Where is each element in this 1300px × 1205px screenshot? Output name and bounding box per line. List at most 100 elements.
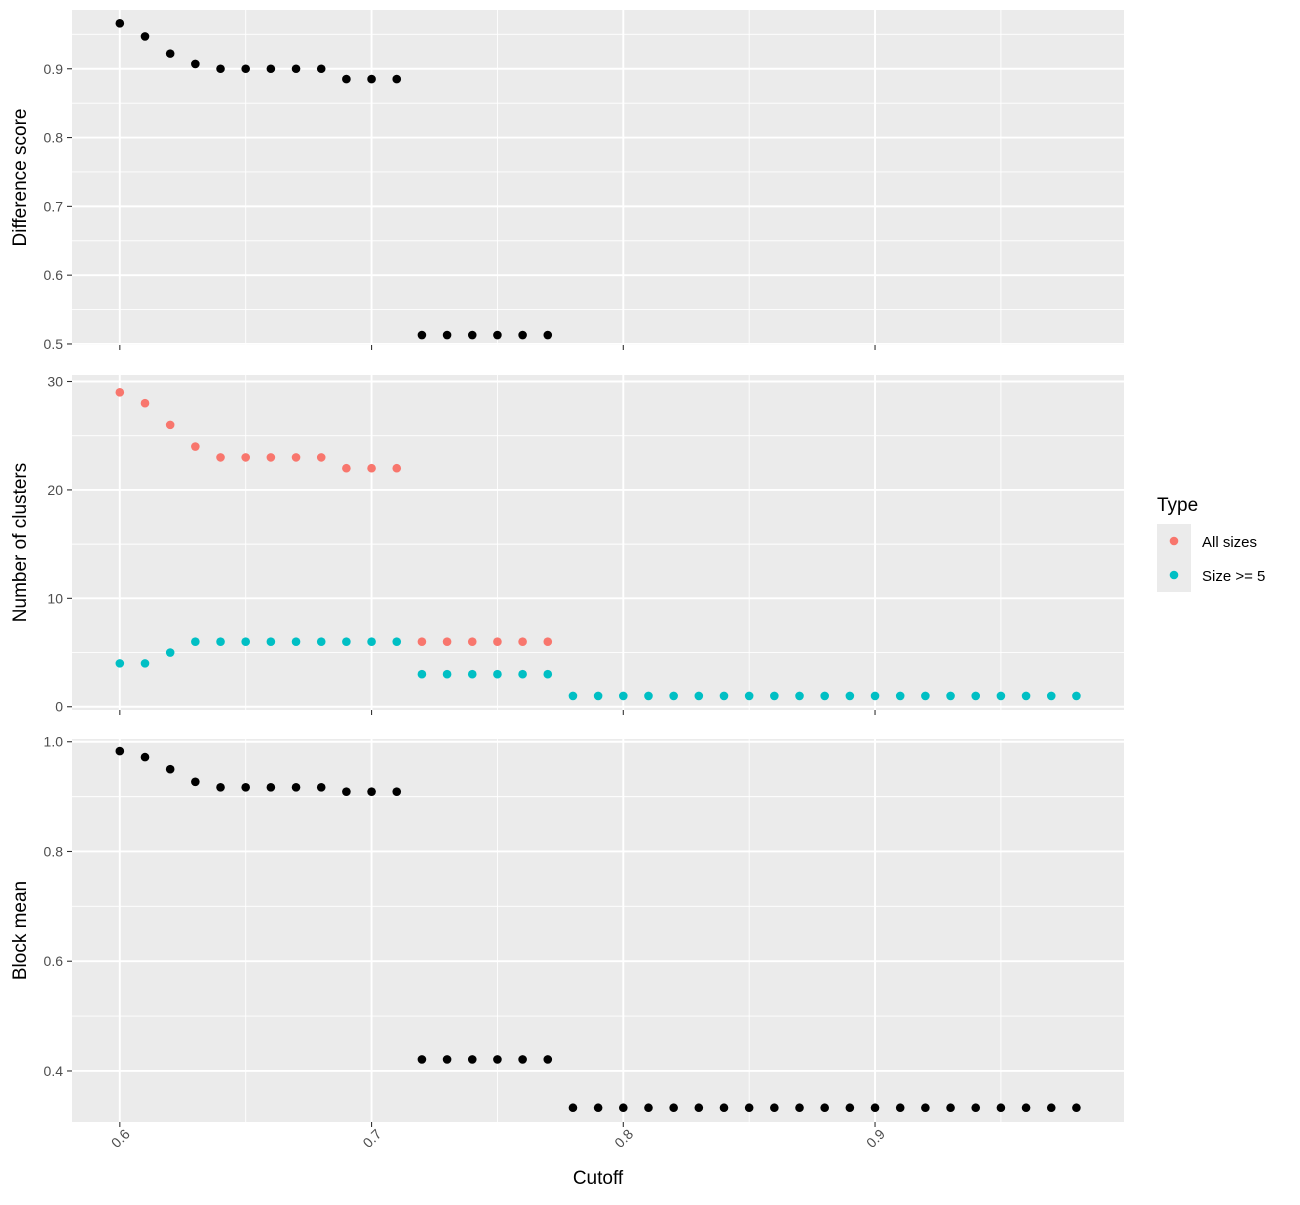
y-axis-title: Difference score: [10, 109, 31, 247]
data-point: [618, 691, 628, 701]
data-point: [770, 1103, 779, 1113]
x-tick-label: 0.8: [611, 1126, 636, 1151]
data-point: [1046, 691, 1056, 701]
data-point: [342, 74, 351, 84]
panel-background: [72, 375, 1124, 710]
data-point: [568, 691, 578, 701]
data-point: [795, 1103, 804, 1113]
data-point: [417, 330, 427, 340]
data-point: [946, 1103, 955, 1113]
data-point: [744, 1103, 754, 1113]
data-point: [493, 1055, 502, 1064]
data-point: [442, 330, 452, 340]
data-point: [417, 669, 427, 679]
legend: Type All sizes Size >= 5: [1157, 495, 1265, 592]
data-point: [392, 787, 402, 796]
y-tick-label: 0.6: [44, 953, 64, 969]
data-point: [140, 752, 150, 762]
data-point: [895, 691, 905, 701]
panel-block-mean: 0.4 0.6 0.8 1.0 0.6 0.7 0.8 0.9 Block mean: [10, 734, 1124, 1151]
data-point: [971, 691, 981, 701]
data-point: [216, 637, 225, 646]
data-point: [895, 1103, 905, 1113]
data-point: [216, 453, 225, 462]
data-point: [1021, 1103, 1031, 1113]
data-point: [367, 74, 376, 84]
y-tick-label: 10: [47, 590, 63, 606]
data-point: [467, 637, 477, 646]
data-point: [518, 637, 527, 646]
data-point: [694, 691, 704, 701]
data-point: [392, 463, 402, 473]
x-tick-label: 0.9: [863, 1126, 888, 1151]
data-point: [870, 1103, 880, 1113]
legend-title: Type: [1157, 495, 1198, 516]
data-point: [367, 463, 376, 473]
data-point: [820, 691, 829, 701]
x-axis-title: Cutoff: [573, 1168, 624, 1189]
data-point: [165, 764, 175, 774]
data-point: [216, 782, 225, 792]
data-point: [140, 398, 150, 408]
y-tick-label: 0.7: [44, 198, 64, 214]
data-point: [241, 782, 250, 792]
legend-label-size-ge-5: Size >= 5: [1202, 568, 1265, 585]
panel-difference-score: 0.5 0.6 0.7 0.8 0.9 Difference score: [10, 10, 1124, 352]
y-tick-label: 0.6: [44, 267, 64, 283]
data-point: [165, 49, 175, 58]
data-point: [921, 1103, 930, 1113]
series-block-mean: [115, 746, 1081, 1113]
y-axis-title: Number of clusters: [10, 463, 31, 622]
y-tick-label: 20: [47, 482, 63, 498]
data-point: [417, 637, 427, 646]
y-tick-label: 30: [47, 374, 63, 390]
x-tick-label: 0.7: [359, 1126, 384, 1151]
y-tick-label: 0: [55, 699, 63, 715]
data-point: [165, 648, 175, 657]
data-point: [291, 782, 301, 792]
data-point: [1021, 691, 1031, 701]
legend-dot-size-ge-5: [1169, 570, 1179, 580]
x-tick-label: 0.6: [108, 1126, 133, 1151]
data-point: [770, 691, 779, 701]
series-difference-score: [115, 19, 553, 340]
data-point: [669, 1103, 678, 1113]
panel-number-of-clusters: 0 10 20 30 Number of clusters: [10, 374, 1124, 715]
data-point: [115, 388, 125, 397]
panel-background: [72, 10, 1124, 345]
data-point: [165, 420, 175, 430]
data-point: [392, 637, 402, 646]
data-point: [342, 463, 351, 473]
data-point: [820, 1103, 829, 1113]
series-all-sizes: [115, 388, 553, 646]
data-point: [518, 669, 527, 679]
data-point: [442, 1055, 452, 1064]
data-point: [140, 659, 150, 668]
data-point: [467, 1055, 477, 1064]
data-point: [946, 691, 955, 701]
data-point: [518, 330, 527, 340]
data-point: [845, 691, 855, 701]
data-point: [291, 453, 301, 462]
data-point: [543, 669, 553, 679]
data-point: [316, 782, 326, 792]
data-point: [996, 691, 1006, 701]
data-point: [216, 64, 225, 74]
data-point: [1072, 691, 1081, 701]
data-point: [744, 691, 754, 701]
y-tick-label: 0.5: [44, 336, 64, 352]
data-point: [719, 691, 729, 701]
y-tick-label: 0.8: [44, 130, 64, 146]
data-point: [191, 442, 200, 451]
data-point: [543, 1055, 553, 1064]
data-point: [417, 1055, 427, 1064]
data-point: [845, 1103, 855, 1113]
data-point: [291, 64, 301, 74]
data-point: [367, 637, 376, 646]
data-point: [241, 64, 250, 74]
data-point: [291, 637, 301, 646]
data-point: [669, 691, 678, 701]
data-point: [140, 32, 150, 41]
data-point: [342, 637, 351, 646]
series-size-5: [115, 637, 1081, 701]
